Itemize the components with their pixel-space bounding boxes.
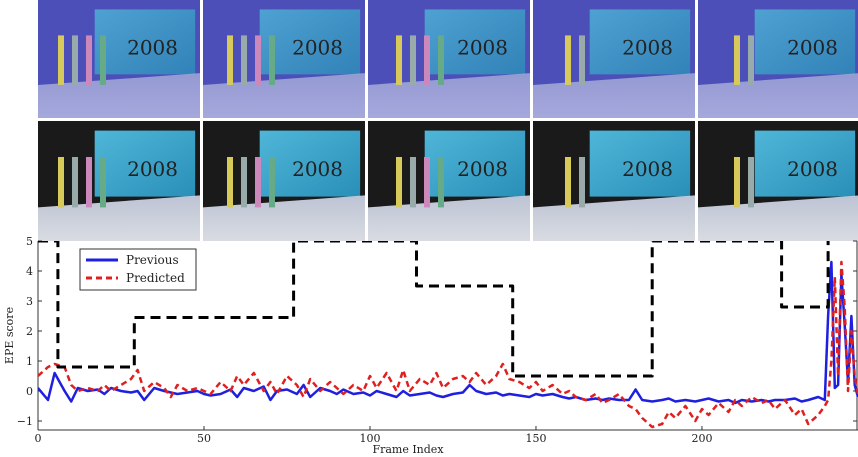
legend-box — [79, 248, 197, 291]
frame-screen — [754, 130, 856, 197]
frame-figure — [269, 35, 275, 85]
x-tick-label: 100 — [359, 432, 380, 445]
frame-runway — [533, 195, 695, 241]
frame-row2-4: 2008 — [533, 121, 695, 241]
frame-screen — [259, 9, 361, 75]
frame-caption: 2008 — [292, 35, 343, 59]
frame-row1-1: 2008 — [38, 0, 200, 118]
frame-figure — [269, 157, 275, 208]
frame-figure — [565, 35, 571, 85]
frame-figure — [72, 35, 78, 85]
frame-figure — [438, 35, 444, 85]
frame-screen — [589, 130, 691, 197]
x-tick-label: 50 — [197, 432, 211, 445]
x-tick-label: 200 — [691, 432, 712, 445]
frame-caption: 2008 — [292, 157, 343, 181]
frame-caption: 2008 — [457, 35, 508, 59]
y-tick-label: 5 — [26, 235, 33, 248]
frame-runway — [38, 195, 200, 241]
frame-row1-2: 2008 — [203, 0, 365, 118]
y-axis-label: EPE score — [3, 307, 16, 364]
frame-row2-1: 2008 — [38, 121, 200, 241]
frame-runway — [38, 73, 200, 118]
frame-figure — [410, 35, 416, 85]
frame-caption: 2008 — [622, 35, 673, 59]
frame-figure — [734, 157, 740, 208]
frame-figure — [72, 157, 78, 208]
frame-row1-5: 2008 — [698, 0, 858, 118]
frame-caption: 2008 — [787, 157, 838, 181]
frame-row1-3: 2008 — [368, 0, 530, 118]
frame-figure — [424, 157, 430, 208]
legend-label: Predicted — [126, 271, 185, 285]
frame-figure — [438, 157, 444, 208]
frame-figure — [86, 35, 92, 85]
frame-figure — [58, 157, 64, 208]
frame-figure — [396, 35, 402, 85]
frame-figure — [734, 35, 740, 85]
frame-figure — [579, 157, 585, 208]
y-tick-label: 1 — [26, 355, 33, 368]
frame-row2-5: 2008 — [698, 121, 858, 241]
frame-row1-4: 2008 — [533, 0, 695, 118]
frame-caption: 2008 — [787, 35, 838, 59]
frame-row2-3: 2008 — [368, 121, 530, 241]
frame-caption: 2008 — [622, 157, 673, 181]
frame-figure — [227, 35, 233, 85]
frame-figure — [424, 35, 430, 85]
x-tick-label: 0 — [35, 432, 42, 445]
frame-screen — [589, 9, 691, 75]
frame-screen — [94, 130, 196, 197]
frame-figure — [241, 157, 247, 208]
x-tick-label: 150 — [525, 432, 546, 445]
frame-figure — [748, 35, 754, 85]
y-tick-label: 4 — [26, 265, 33, 278]
frame-caption: 2008 — [127, 157, 178, 181]
frame-runway — [533, 73, 695, 118]
y-tick-label: 0 — [26, 385, 33, 398]
frame-figure — [255, 35, 261, 85]
frame-screen — [259, 130, 361, 197]
frame-runway — [368, 195, 530, 241]
frame-screen — [94, 9, 196, 75]
legend-label: Previous — [126, 253, 179, 267]
frame-figure — [86, 157, 92, 208]
y-tick-label: −1 — [17, 415, 33, 428]
frame-figure — [100, 35, 106, 85]
frame-screen — [754, 9, 856, 75]
frame-runway — [368, 73, 530, 118]
y-tick-label: 3 — [26, 295, 33, 308]
frame-figure — [748, 157, 754, 208]
series-line-predicted — [38, 260, 858, 429]
frame-figure — [227, 157, 233, 208]
frame-figure — [255, 157, 261, 208]
frame-caption: 2008 — [457, 157, 508, 181]
frame-caption: 2008 — [127, 35, 178, 59]
y-tick-label: 2 — [26, 325, 33, 338]
frame-row2-2: 2008 — [203, 121, 365, 241]
frame-figure — [579, 35, 585, 85]
series — [38, 241, 858, 429]
frame-figure — [396, 157, 402, 208]
frame-figure — [565, 157, 571, 208]
x-axis-label: Frame Index — [372, 443, 444, 453]
video-frames: 2008 2008 2008 2008 2008 2008 2008 2008 2008 2008 — [38, 0, 858, 241]
frame-figure — [241, 35, 247, 85]
frame-figure — [410, 157, 416, 208]
legend: Previous Predicted — [79, 248, 197, 291]
frame-figure — [100, 157, 106, 208]
series-line-reference — [38, 241, 830, 378]
frame-figure — [58, 35, 64, 85]
